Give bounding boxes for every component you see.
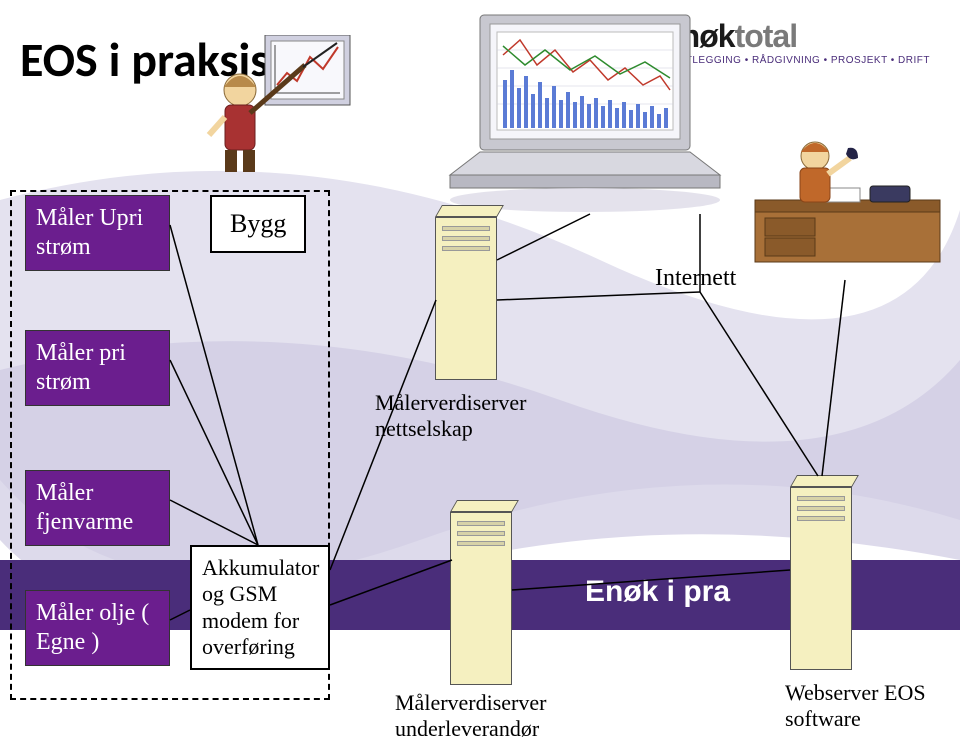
meter-label: Måler Upri strøm [36,205,143,260]
meter-upri-strom: Måler Upri strøm [25,195,170,271]
meter-fjernvarme: Måler fjenvarme [25,470,170,546]
desk-person-icon [750,130,950,280]
accumulator-label: Akkumulator og GSM modem for overføring [202,555,319,659]
server-webserver-label: Webserver EOS software [785,680,960,733]
meter-label: Måler fjenvarme [36,480,133,535]
server-nettselskap-label: Målerverdiserver nettselskap [375,390,575,443]
presenter-icon [195,35,355,175]
meter-label: Måler olje ( Egne ) [36,600,149,655]
server-nettselskap [435,205,497,380]
internet-label: Internett [655,265,736,292]
bygg-box: Bygg [210,195,306,253]
bygg-label: Bygg [230,209,286,238]
meter-pri-strom: Måler pri strøm [25,330,170,406]
meter-label: Måler pri strøm [36,340,126,395]
server-underleverandor-label: Målerverdiserver underleverandør [395,690,615,743]
accumulator-box: Akkumulator og GSM modem for overføring [190,545,330,670]
laptop-icon [445,10,725,215]
logo-part-b: total [735,18,798,54]
meter-olje: Måler olje ( Egne ) [25,590,170,666]
server-underleverandor [450,500,512,685]
brand-band-text: Enøk i pra [585,575,730,609]
server-webserver [790,475,852,670]
